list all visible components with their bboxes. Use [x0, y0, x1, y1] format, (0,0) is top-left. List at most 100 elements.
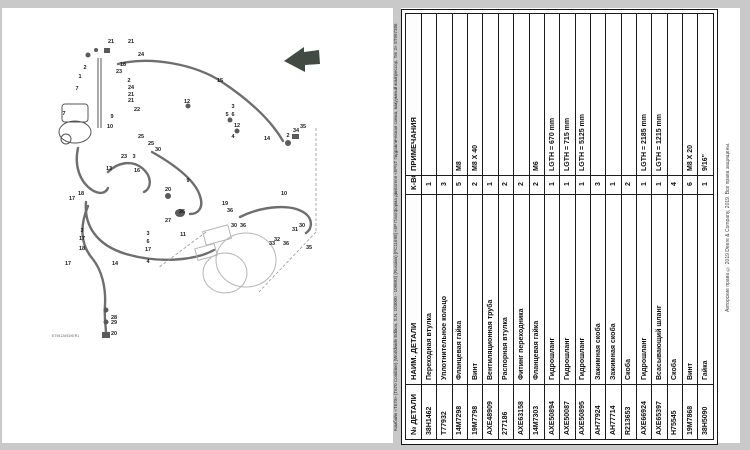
cell-part: 14M7303 [529, 384, 545, 440]
cell-qty: 5 [452, 175, 468, 195]
table-row: AH77924 Зажимная скоба 3 [590, 13, 606, 440]
callout-number: 30 [231, 223, 237, 229]
table-row: AXE65397 Всасывающий шланг 1 LGTH = 1215 mm [651, 13, 668, 440]
callout-number: 20 [165, 187, 171, 193]
cell-qty: 2 [498, 175, 514, 195]
col-header-part-name: НАИМ. ДЕТАЛИ [405, 194, 422, 385]
callout-number: 28 [111, 315, 117, 321]
callout-number: 17 [69, 196, 75, 202]
cell-note: M8 X 40 [467, 13, 483, 176]
callout-number: 34 [293, 128, 300, 134]
callout-number: 21 [128, 39, 134, 45]
table-row: 19M7798 Винт 2 M8 X 40 [467, 13, 483, 440]
cell-qty: 2 [467, 175, 483, 195]
cell-note: M8 [452, 13, 468, 176]
cell-qty: 1 [575, 175, 591, 195]
diagram-page [2, 8, 393, 443]
callout-number: 12 [184, 99, 190, 105]
callout-number: 36 [283, 241, 289, 247]
cell-name: Гидрошланг [544, 194, 560, 385]
cell-name: Фитинг переходника [513, 194, 530, 385]
cell-part: R213653 [621, 384, 637, 440]
callout-number: 3 [146, 231, 149, 237]
callout-number: 14 [112, 261, 119, 267]
callout-number: 22 [134, 107, 140, 113]
table-row: R213653 Скоба 2 [621, 13, 637, 440]
callout-number: 19 [222, 201, 228, 207]
callout-number: 2 [83, 65, 86, 71]
table-row: AXE48909 Вентиляционная труба 1 [482, 13, 499, 440]
cell-name: Скоба [621, 194, 637, 385]
callout-number: 30 [155, 147, 161, 153]
cell-name: Гайка [697, 194, 714, 385]
cell-name: Гидрошланг [636, 194, 652, 385]
callout-number: 23 [121, 154, 127, 160]
cell-note [482, 13, 499, 176]
table-row: AXE50894 Гидрошланг 1 LGTH = 670 mm [544, 13, 560, 440]
callout-number: 20 [111, 331, 117, 337]
cell-note: LGTH = 670 mm [544, 13, 560, 176]
cell-qty: 3 [436, 175, 453, 195]
hose-16 [106, 161, 151, 194]
cell-qty: 2 [621, 175, 637, 195]
table-row: 14M7303 Фланцевая гайка 2 M6 [529, 13, 545, 440]
cell-qty: 1 [544, 175, 560, 195]
table-body: 38H1462 Переходная втулка 1 T77932 Уплотните… [421, 13, 714, 440]
cell-qty: 1 [636, 175, 652, 195]
boundary-dashed-lines [157, 128, 317, 294]
cell-note [621, 13, 637, 176]
callout-number: 16 [134, 168, 140, 174]
callout-number: 1 [78, 74, 81, 80]
copyright-text: Авторские права © 2019 Deere & Company, … [725, 142, 731, 312]
table-row: AXE50895 Гидрошланг 1 LGTH = 5125 mm [575, 13, 591, 440]
cell-name: Гидрошланг [575, 194, 591, 385]
cell-name: Распорная втулка [498, 194, 514, 385]
table-row: 38H1462 Переходная втулка 1 [421, 13, 437, 440]
cell-part: AXE48909 [482, 384, 499, 440]
callout-number: 21 [128, 98, 134, 104]
cell-name: Фланцевая гайка [452, 194, 468, 385]
cell-part: 38H5090 [697, 384, 714, 440]
hose-11b [81, 204, 108, 336]
cell-part: AXE50895 [575, 384, 591, 440]
hose-13 [75, 146, 110, 195]
callout-number: 21 [128, 92, 134, 98]
cell-part: 19M7868 [682, 384, 698, 440]
cell-qty: 1 [605, 175, 622, 195]
cell-qty: 4 [667, 175, 683, 195]
callout-number: 24 [128, 85, 135, 91]
col-header-part-number: № ДЕТАЛИ [405, 384, 422, 440]
callout-number: 11 [180, 232, 186, 238]
callout-number: 4 [146, 259, 150, 265]
cell-note [513, 13, 530, 176]
callout-number: 3 [132, 154, 135, 160]
cell-name: Всасывающий шланг [651, 194, 668, 385]
parts-table-frame: № ДЕТАЛИ НАИМ. ДЕТАЛИ К-ВО ПРИМЕЧАНИЯ 38… [401, 9, 718, 445]
callout-number: 27 [165, 218, 171, 224]
callout-number: 23 [116, 69, 122, 75]
callout-number: 26 [179, 209, 185, 215]
cell-part: 38H1462 [421, 384, 437, 440]
cell-qty: 3 [590, 175, 606, 195]
compressor-pump [58, 48, 110, 145]
cell-note: LGTH = 715 mm [559, 13, 576, 176]
cell-note: M6 [529, 13, 545, 176]
cell-note [498, 13, 514, 176]
parts-table: № ДЕТАЛИ НАИМ. ДЕТАЛИ К-ВО ПРИМЕЧАНИЯ 38… [405, 13, 714, 440]
callout-number: 7 [75, 86, 78, 92]
callout-number: 17 [145, 247, 151, 253]
callout-number: 14 [264, 136, 271, 142]
cell-note [590, 13, 606, 176]
table-row: H75545 Скоба 4 [667, 13, 683, 440]
callout-number: 5 [225, 112, 228, 118]
callout-number: 18 [120, 62, 126, 68]
callout-number: 3 [231, 104, 234, 110]
cell-name: Скоба [667, 194, 683, 385]
callout-number: 31 [292, 227, 298, 233]
callout-number: 33 [269, 241, 275, 247]
cell-part: AH77714 [605, 384, 622, 440]
cell-part: 19M7798 [467, 384, 483, 440]
diagram-id-code: ET9412693XER1 [52, 334, 79, 338]
table-row: AXE63158 Фитинг переходника 2 [513, 13, 530, 440]
callout-number: 36 [227, 208, 233, 214]
